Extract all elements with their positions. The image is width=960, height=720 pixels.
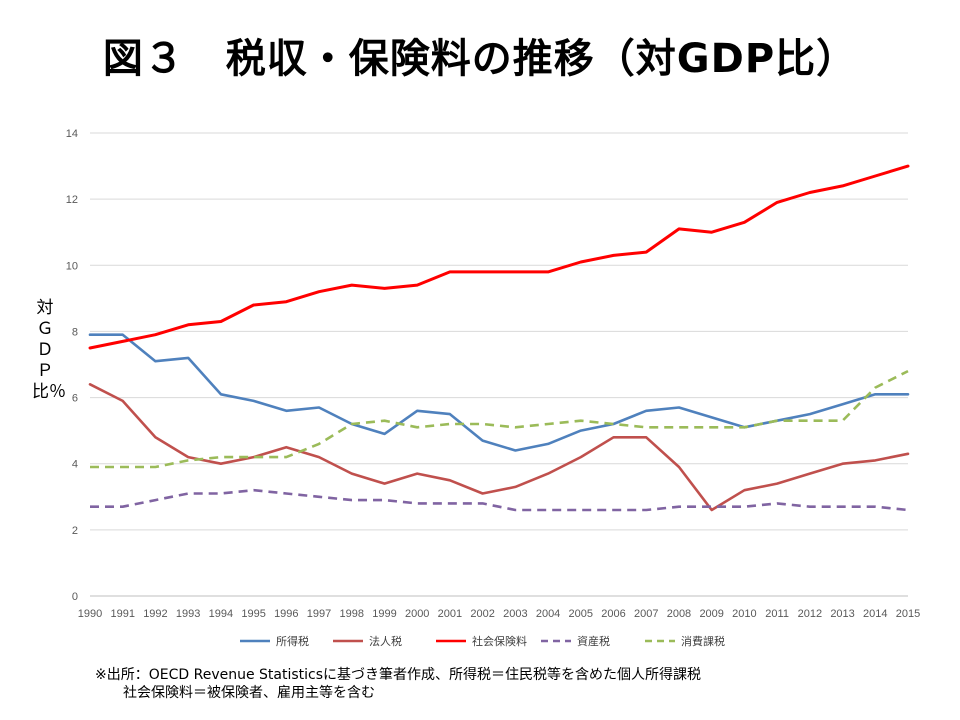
x-tick-label: 2002 [470, 608, 494, 620]
legend-label: 所得税 [276, 634, 309, 648]
x-tick-label: 2010 [732, 608, 756, 620]
series-line-4 [90, 369, 909, 469]
x-tick-label: 2008 [667, 608, 691, 620]
x-tick-label: 1997 [307, 608, 331, 620]
x-tick-label: 1991 [110, 608, 134, 620]
legend-label: 資産税 [577, 634, 610, 648]
legend-label: 法人税 [369, 634, 402, 648]
x-tick-label: 1990 [78, 608, 102, 620]
x-tick-label: 2011 [765, 608, 789, 620]
legend-label: 消費課税 [681, 634, 725, 648]
y-tick-label: 6 [72, 393, 78, 405]
x-tick-label: 2015 [896, 608, 920, 620]
x-tick-label: 1993 [176, 608, 200, 620]
y-tick-label: 10 [66, 260, 78, 272]
x-tick-label: 2000 [405, 608, 429, 620]
y-tick-label: 0 [72, 591, 78, 603]
y-tick-label: 8 [72, 326, 78, 338]
gridlines [90, 132, 908, 597]
x-tick-label: 1992 [143, 608, 167, 620]
x-tick-label: 2001 [438, 608, 462, 620]
x-tick-label: 1996 [274, 608, 298, 620]
x-tick-label: 2012 [798, 608, 822, 620]
x-tick-label: 2004 [536, 608, 560, 620]
x-tick-label: 1995 [241, 608, 265, 620]
y-tick-label: 14 [66, 128, 78, 140]
legend-label: 社会保険料 [472, 634, 527, 648]
x-tick-label: 2013 [830, 608, 854, 620]
x-tick-label: 2006 [601, 608, 625, 620]
x-tick-label: 1994 [209, 608, 233, 620]
x-tick-label: 1999 [372, 608, 396, 620]
x-tick-label: 1998 [340, 608, 364, 620]
source-note: ※出所：OECD Revenue Statisticsに基づき筆者作成、所得税＝… [95, 667, 702, 701]
chart-title: 図３ 税収・保険料の推移（対GDP比） [102, 36, 858, 82]
series-lines [88, 164, 910, 512]
x-tick-label: 2005 [569, 608, 593, 620]
y-tick-labels: 0 2 4 6 8 10 12 14 [66, 128, 78, 603]
x-tick-label: 2014 [863, 608, 887, 620]
y-tick-label: 4 [72, 459, 78, 471]
x-tick-label: 2003 [503, 608, 527, 620]
series-line-0 [88, 333, 910, 452]
y-tick-label: 12 [66, 194, 78, 206]
series-line-1 [88, 382, 910, 512]
x-tick-labels: 1990 1991 1992 1993 1994 1995 1996 1997 1998 1999… [78, 608, 920, 620]
x-tick-label: 2009 [699, 608, 723, 620]
y-tick-label: 2 [72, 525, 78, 537]
x-tick-label: 2007 [634, 608, 658, 620]
series-line-2 [88, 164, 910, 350]
legend: 所得税 法人税 社会保険料 資産税 消費課税 [240, 634, 725, 648]
series-line-3 [90, 488, 909, 512]
y-axis-label: 対ＧＤＰ比％ [32, 298, 66, 402]
